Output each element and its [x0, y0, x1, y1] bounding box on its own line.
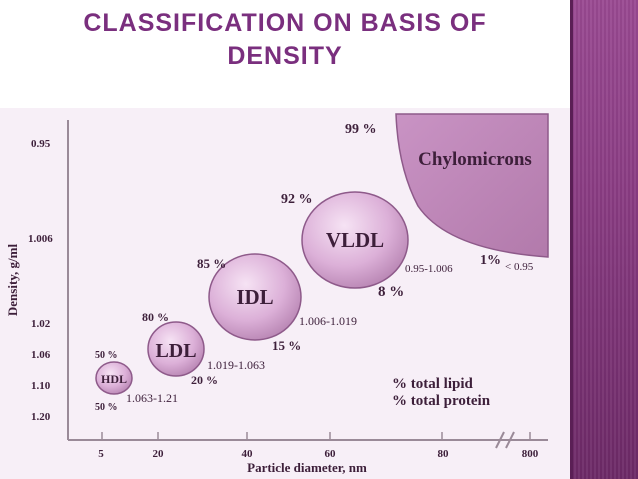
hdl-label: HDL: [101, 372, 127, 386]
vldl-particle: [301, 191, 409, 289]
y-tick-label: 0.95: [31, 138, 51, 150]
vldl-lipid-percent: 92 %: [281, 192, 313, 207]
idl-density-range: 1.006-1.019: [299, 314, 357, 328]
slide-title-line-1: CLASSIFICATION ON BASIS OF: [83, 9, 487, 37]
ldl-particle: [147, 321, 205, 377]
axis-break-mark: [505, 431, 515, 449]
y-tick-label: 1.10: [31, 380, 51, 392]
vldl-density-range: 0.95-1.006: [405, 263, 453, 275]
y-tick-label: 1.02: [31, 318, 51, 330]
legend-lipid: % total lipid: [392, 376, 474, 392]
idl-protein-percent: 15 %: [272, 338, 301, 353]
idl-lipid-percent: 85 %: [197, 256, 226, 271]
hdl-density-range: 1.063-1.21: [126, 391, 178, 405]
density-chart: HDL LDL IDL VLDL Chylomicrons 50 % 80 % …: [5, 113, 549, 475]
axis-break-mark: [495, 431, 505, 449]
legend-protein: % total protein: [392, 393, 491, 409]
ldl-protein-percent: 20 %: [191, 373, 218, 387]
ldl-label: LDL: [155, 340, 196, 362]
y-tick-label: 1.006: [28, 233, 53, 245]
hdl-lipid-percent: 50 %: [95, 350, 118, 361]
idl-particle: [208, 253, 302, 341]
x-tick-label: 80: [438, 448, 450, 460]
chylomicrons-lipid-percent: 99 %: [345, 122, 377, 137]
chylomicrons-label: Chylomicrons: [418, 149, 532, 170]
ldl-lipid-percent: 80 %: [142, 310, 169, 324]
hdl-protein-percent: 50 %: [95, 402, 118, 413]
decorative-sidebar: [570, 0, 638, 479]
x-tick-label: 5: [98, 448, 104, 460]
hdl-particle: [95, 361, 133, 395]
y-tick-label: 1.06: [31, 349, 51, 361]
chylomicrons-density-range: < 0.95: [505, 261, 534, 273]
chylomicrons-region: [395, 113, 549, 258]
x-tick-label: 60: [325, 448, 337, 460]
ldl-density-range: 1.019-1.063: [207, 358, 265, 372]
chylomicrons-protein-percent: 1%: [480, 253, 501, 268]
vldl-protein-percent: 8 %: [378, 284, 404, 300]
slide-title-line-2: DENSITY: [227, 42, 343, 70]
x-tick-label: 20: [153, 448, 165, 460]
x-axis-title: Particle diameter, nm: [247, 460, 367, 475]
idl-label: IDL: [236, 285, 273, 309]
y-axis-title: Density, g/ml: [5, 244, 20, 317]
y-tick-label: 1.20: [31, 411, 51, 423]
x-tick-label: 800: [522, 448, 539, 460]
x-tick-label: 40: [242, 448, 254, 460]
vldl-label: VLDL: [326, 228, 384, 252]
